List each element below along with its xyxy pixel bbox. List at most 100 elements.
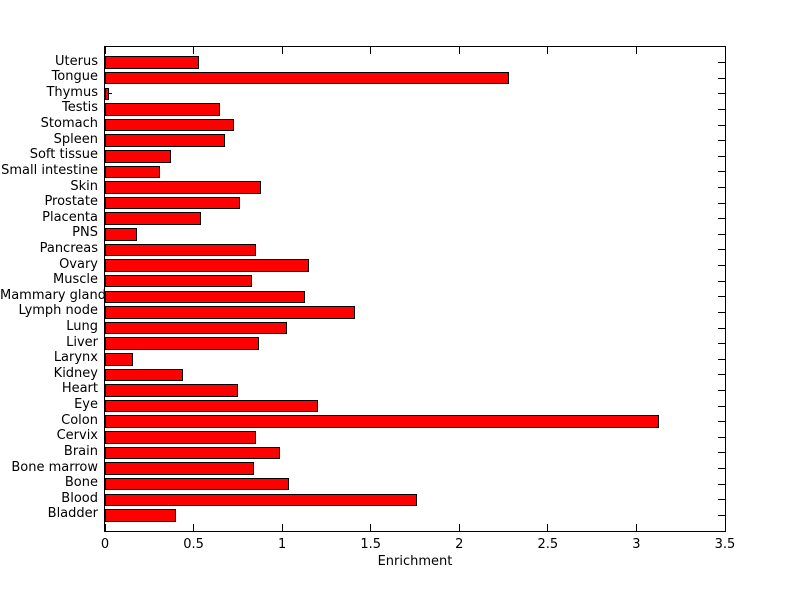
x-tick-label: 2 [455,537,464,552]
y-tick-right [718,499,725,501]
x-tick-label: 3 [632,537,641,552]
x-tick-bottom [370,524,372,531]
x-tick-top [724,47,726,54]
x-tick-label: 2.5 [537,537,559,552]
y-tick-right [718,218,725,220]
y-tick-right [718,77,725,79]
y-axis-label: Lymph node [18,303,98,319]
bar [105,368,183,382]
y-axis-label: Eye [74,397,98,413]
bar [105,103,221,116]
bar [105,462,254,475]
plot-area [104,46,726,532]
y-tick-right [718,249,725,251]
y-axis-label: Tongue [51,69,98,85]
x-tick-top [104,47,106,54]
y-axis-label: Colon [61,412,98,428]
y-tick-right [718,140,725,142]
bar [105,306,355,319]
x-tick-top [635,47,637,54]
y-axis-label: Muscle [53,272,98,288]
y-axis-label: Blood [61,490,98,506]
y-axis-label: Mammary gland [0,287,106,303]
y-axis-label: Bone [64,475,98,491]
y-tick-right [718,265,725,267]
bar [105,196,240,210]
y-axis-label: Soft tissue [29,147,98,163]
y-axis-label: Placenta [42,209,98,225]
bar [105,228,137,241]
y-tick-right [718,343,725,345]
y-tick-right [718,124,725,126]
x-tick-bottom [547,524,549,531]
y-tick-right [718,187,725,189]
y-axis-label: Prostate [44,194,98,210]
y-axis-label: Kidney [53,365,98,381]
x-tick-bottom [281,524,283,531]
bar [105,181,261,194]
bar [105,446,281,460]
bar [105,493,417,507]
bar [105,243,256,257]
x-tick-bottom [104,524,106,531]
y-axis-label: Pancreas [39,240,98,256]
x-tick-bottom [635,524,637,531]
bar [105,150,171,163]
bar [105,509,176,522]
x-tick-label: 0 [100,537,110,552]
bar [105,353,134,366]
y-axis-label: Cervix [56,428,98,444]
x-tick-top [547,47,549,54]
x-axis-title: Enrichment [377,554,453,569]
bar [105,384,238,397]
y-tick-right [718,296,725,298]
bar [105,290,306,304]
y-axis-label: PNS [72,225,98,241]
bar [105,134,226,147]
y-axis-label: Liver [66,334,98,350]
y-tick-right [718,108,725,110]
y-tick-right [718,311,725,313]
y-tick-right [718,405,725,407]
y-tick-right [718,327,725,329]
x-tick-bottom [458,524,460,531]
y-axis-label: Bladder [47,506,98,522]
y-tick-right [718,468,725,470]
bar [105,259,309,272]
x-tick-top [193,47,195,54]
y-tick-right [718,93,725,95]
y-axis-label: Small intestine [1,162,98,178]
x-tick-label: 0.5 [183,537,204,552]
bar [105,71,509,85]
y-axis-label: Ovary [59,256,98,272]
y-axis-label: Brain [63,443,98,459]
y-axis-label: Skin [70,178,98,194]
x-tick-label: 1 [278,537,287,552]
x-tick-label: 1.5 [360,537,382,552]
bar [105,399,318,413]
y-tick-right [718,358,725,360]
x-tick-top [458,47,460,54]
bar [105,56,199,69]
y-tick-right [718,280,725,282]
y-axis-label: Testis [62,100,98,116]
y-tick-right [718,171,725,173]
bar [105,212,201,225]
y-tick-right [718,421,725,423]
y-tick-right [718,514,725,516]
x-tick-bottom [724,524,726,531]
bar [105,415,660,428]
x-tick-top [281,47,283,54]
bar [105,118,235,132]
y-axis-label: Thymus [46,84,98,100]
x-tick-bottom [193,524,195,531]
y-tick-right [718,155,725,157]
bar [105,431,256,444]
y-tick-right [718,202,725,204]
y-tick-right [718,62,725,64]
y-axis-label: Lung [66,319,98,335]
bar [105,321,288,335]
bar [105,274,253,288]
y-axis-label: Spleen [53,131,98,147]
x-tick-top [370,47,372,54]
